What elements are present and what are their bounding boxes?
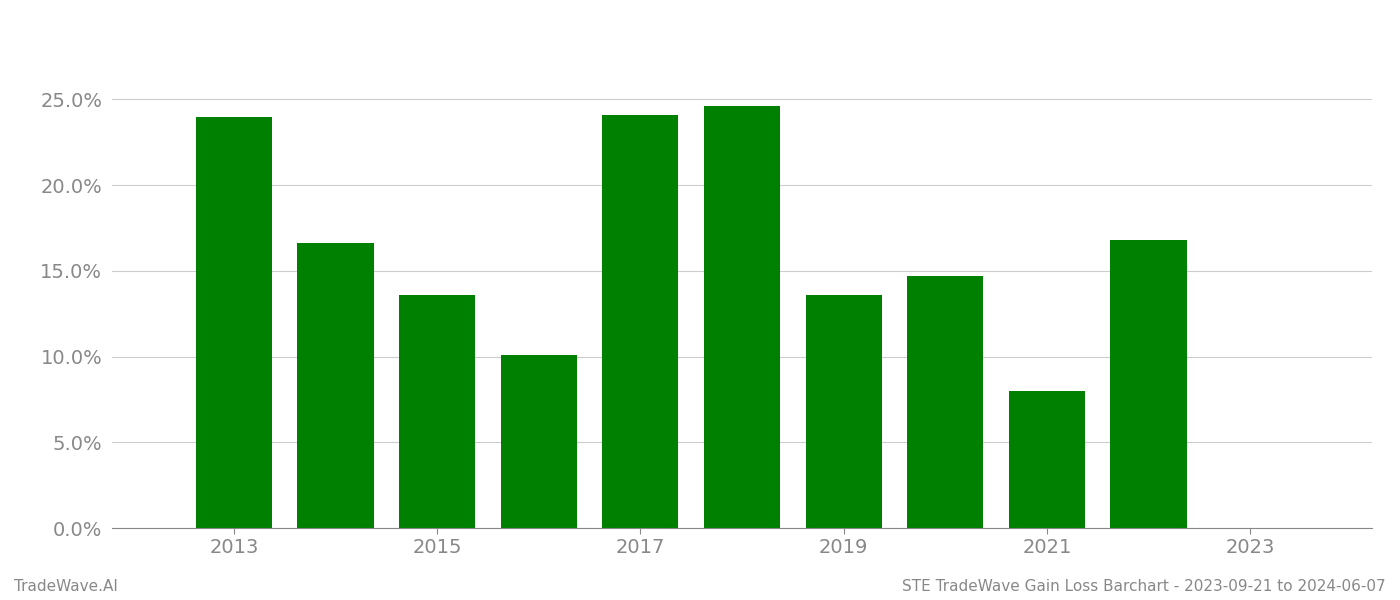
Bar [297,244,374,528]
Bar [399,295,475,528]
Bar [196,116,272,528]
Bar [602,115,679,528]
Text: TradeWave.AI: TradeWave.AI [14,579,118,594]
Bar [501,355,577,528]
Bar [1009,391,1085,528]
Bar [1110,240,1187,528]
Bar [907,276,983,528]
Text: STE TradeWave Gain Loss Barchart - 2023-09-21 to 2024-06-07: STE TradeWave Gain Loss Barchart - 2023-… [903,579,1386,594]
Bar [704,106,780,528]
Bar [805,295,882,528]
